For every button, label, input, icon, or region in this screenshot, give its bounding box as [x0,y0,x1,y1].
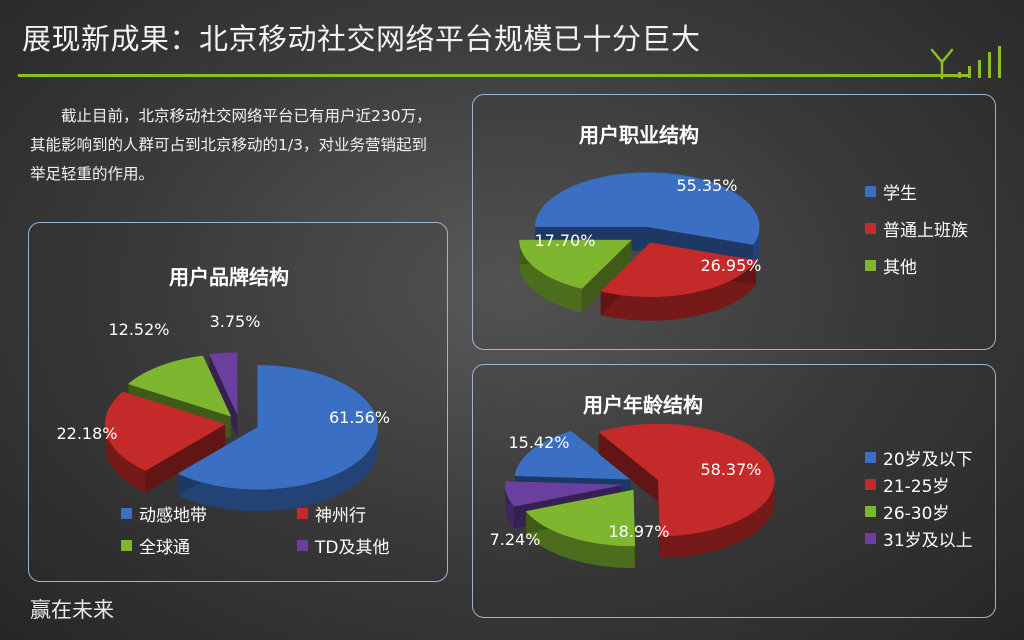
legend-item-brand-0: 动感地带 [121,501,207,526]
legend-item-job-0: 学生 [865,179,917,204]
legend-item-brand-1: 神州行 [297,501,366,526]
legend-item-brand-2: 全球通 [121,533,190,558]
legend-label: 26-30岁 [883,504,950,524]
title-underline [18,74,968,77]
legend-label: 全球通 [139,538,190,558]
intro-paragraph: 截止目前，北京移动社交网络平台已有用户近230万，其能影响到的人群可占到北京移动… [30,107,432,183]
pie-slice-brand-1 [104,391,226,493]
data-label-job-1: 26.95% [700,256,761,275]
legend-swatch [297,540,308,551]
data-label-brand-0: 61.56% [329,408,390,427]
legend-swatch [865,479,876,490]
legend-swatch [865,223,876,234]
legend-item-job-1: 普通上班族 [865,216,968,241]
pie-slice-age-1 [598,423,775,559]
pie-slice-job-1 [600,242,757,321]
pie-slice-job-2 [519,239,633,313]
legend-swatch [865,452,876,463]
data-label-job-2: 17.70% [534,231,595,250]
job-chart-panel: 用户职业结构 55.35% 26.95% 17.70% 学生普通上班族其他 [472,94,996,350]
data-label-age-2: 18.97% [608,522,669,541]
brand-pie-chart: 61.56% 22.18% 12.52% 3.75% [56,312,390,512]
legend-item-age-3: 31岁及以上 [865,526,973,551]
job-chart-title: 用户职业结构 [579,123,699,147]
age-chart-panel: 用户年龄结构 15.42% 58.37% 18.97% 7.24% 20岁及以下 21-… [472,364,996,618]
age-chart-title: 用户年龄结构 [583,393,703,417]
legend-label: 其他 [883,258,917,278]
signal-antenna-icon [930,46,1001,80]
data-label-age-1: 58.37% [700,460,761,479]
data-label-age-3: 7.24% [490,530,541,549]
brand-chart-panel: 用户品牌结构 61.56% 22.18% 12.52% 3.75% 动感地带 神州行全球… [28,222,448,582]
legend-label: 学生 [883,184,917,204]
legend-item-brand-3: TD及其他 [297,533,389,558]
pie-slice-brand-0 [177,365,378,512]
legend-swatch [865,506,876,517]
legend-swatch [865,260,876,271]
legend-label: 21-25岁 [883,477,950,497]
legend-swatch [121,508,132,519]
footer-slogan: 赢在未来 [30,598,114,622]
legend-item-age-1: 21-25岁 [865,472,949,497]
legend-swatch [865,186,876,197]
pie-slice-age-2 [525,489,636,569]
legend-item-age-2: 26-30岁 [865,499,949,524]
data-label-brand-3: 3.75% [210,312,261,331]
legend-label: TD及其他 [315,538,390,558]
data-label-job-0: 55.35% [676,176,737,195]
legend-label: 动感地带 [139,506,207,526]
age-pie-chart: 15.42% 58.37% 18.97% 7.24% [490,423,775,569]
data-label-brand-2: 12.52% [108,320,169,339]
brand-chart-title: 用户品牌结构 [169,265,289,289]
legend-item-age-0: 20岁及以下 [865,445,973,470]
legend-label: 31岁及以上 [883,531,973,551]
data-label-age-0: 15.42% [508,433,569,452]
job-pie-chart: 55.35% 26.95% 17.70% [519,172,762,321]
legend-label: 20岁及以下 [883,450,973,470]
data-label-brand-1: 22.18% [56,424,117,443]
legend-swatch [297,508,308,519]
slide-title: 展现新成果：北京移动社交网络平台规模已十分巨大 [22,22,701,56]
legend-label: 普通上班族 [883,221,968,241]
legend-swatch [121,540,132,551]
legend-item-job-2: 其他 [865,253,917,278]
legend-swatch [865,533,876,544]
legend-label: 神州行 [315,506,366,526]
